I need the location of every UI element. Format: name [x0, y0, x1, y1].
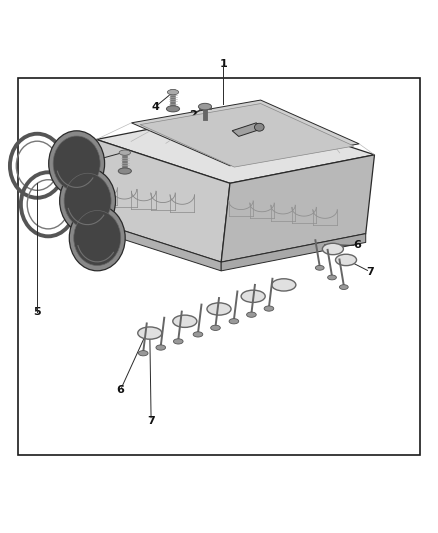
Ellipse shape: [264, 306, 274, 311]
Ellipse shape: [336, 254, 357, 265]
Ellipse shape: [60, 168, 116, 233]
Text: 3: 3: [254, 127, 262, 136]
Ellipse shape: [328, 275, 336, 280]
Text: 6: 6: [117, 385, 124, 395]
Polygon shape: [85, 140, 230, 262]
Polygon shape: [96, 111, 374, 183]
Polygon shape: [221, 155, 374, 262]
Ellipse shape: [166, 106, 180, 112]
Ellipse shape: [339, 285, 348, 289]
Text: 7: 7: [366, 266, 374, 277]
Text: 7: 7: [147, 416, 155, 426]
Bar: [18, 78, 420, 455]
Polygon shape: [85, 219, 221, 271]
Ellipse shape: [138, 351, 148, 356]
Ellipse shape: [74, 211, 121, 265]
Text: 4: 4: [152, 102, 159, 111]
Ellipse shape: [64, 173, 111, 228]
Ellipse shape: [156, 345, 166, 350]
Ellipse shape: [322, 243, 343, 255]
Ellipse shape: [167, 90, 179, 95]
Text: 2: 2: [189, 110, 197, 120]
Ellipse shape: [211, 325, 220, 330]
Text: 6: 6: [353, 240, 361, 251]
Ellipse shape: [229, 319, 239, 324]
Ellipse shape: [198, 103, 212, 110]
Ellipse shape: [193, 332, 203, 337]
Text: 5: 5: [33, 308, 41, 318]
Ellipse shape: [254, 123, 264, 131]
Polygon shape: [131, 100, 359, 166]
Polygon shape: [232, 123, 263, 136]
Ellipse shape: [118, 168, 131, 174]
Ellipse shape: [207, 303, 231, 315]
Ellipse shape: [173, 339, 183, 344]
Ellipse shape: [69, 205, 125, 271]
Ellipse shape: [119, 150, 131, 155]
Ellipse shape: [272, 279, 296, 291]
Polygon shape: [140, 103, 354, 167]
Ellipse shape: [241, 290, 265, 302]
Ellipse shape: [315, 265, 324, 270]
Text: 4: 4: [84, 157, 92, 167]
Ellipse shape: [247, 312, 256, 317]
Ellipse shape: [173, 315, 197, 327]
Ellipse shape: [49, 131, 105, 196]
Text: 1: 1: [219, 59, 227, 69]
Ellipse shape: [53, 136, 100, 191]
Polygon shape: [221, 233, 366, 271]
Ellipse shape: [138, 327, 162, 339]
